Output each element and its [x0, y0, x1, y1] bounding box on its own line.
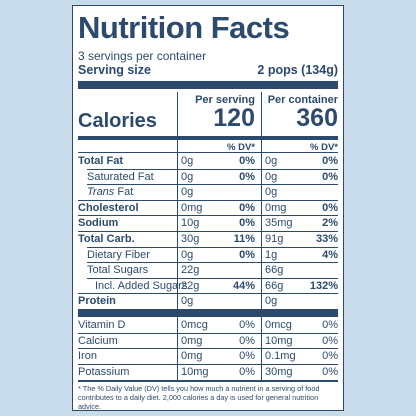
serving-dv: 0%	[239, 319, 255, 331]
serving-amount: 22g	[181, 264, 200, 277]
serving-dv: 0%	[239, 170, 255, 183]
serving-amount: 0g	[181, 170, 194, 183]
nutrient-name: Dietary Fiber	[87, 248, 150, 261]
container-dv: 0%	[322, 334, 338, 347]
row-line	[78, 231, 338, 232]
nutrient-name: Incl. Added Sugars	[95, 279, 188, 292]
nutrient-name: Total Fat	[78, 155, 124, 167]
serving-dv: 0%	[239, 366, 255, 379]
per-serving-calories: 120	[213, 104, 255, 132]
row-line	[87, 168, 338, 170]
container-amount: 0g	[265, 155, 278, 167]
container-amount: 10mg	[265, 334, 293, 347]
container-amount: 1g	[265, 248, 278, 261]
serving-amount: 0mg	[181, 201, 203, 214]
serving-size-value: 2 pops (134g)	[257, 63, 338, 77]
calories-label: Calories	[78, 110, 157, 132]
nutrient-name: Cholesterol	[78, 201, 139, 214]
divider	[177, 92, 178, 312]
nutrient-name: Total Sugars	[87, 264, 149, 277]
container-amount: 66g	[265, 264, 284, 277]
serving-amount: 22g	[181, 279, 200, 292]
nutrient-name: Potassium	[78, 366, 130, 379]
row-line	[87, 246, 338, 248]
title: Nutrition Facts	[78, 10, 290, 45]
row-line	[87, 277, 338, 279]
serving-amount: 0mg	[181, 334, 203, 347]
container-amount: 30mg	[265, 366, 293, 379]
nutrient-name: Iron	[78, 350, 97, 363]
row-line	[87, 184, 338, 186]
divider	[78, 136, 338, 140]
nutrient-name: Sodium	[78, 217, 119, 230]
row-line	[87, 262, 338, 264]
container-dv: 33%	[315, 233, 338, 245]
serving-amount: 0mg	[181, 350, 203, 363]
container-dv: 0%	[322, 155, 338, 167]
nutrient-name: Vitamin D	[78, 319, 126, 331]
container-dv: 0%	[322, 170, 338, 183]
serving-amount: 0g	[181, 186, 194, 199]
divider	[78, 81, 338, 89]
serving-amount: 0g	[181, 295, 194, 308]
nutrient-name: Total Carb.	[78, 233, 135, 245]
serving-amount: 10mg	[181, 366, 209, 379]
row-line	[78, 293, 338, 295]
per-serving-heading: Per serving	[195, 94, 255, 106]
dv-header: % DV*	[227, 142, 255, 153]
container-dv: 0%	[322, 366, 338, 379]
serving-dv: 0%	[239, 334, 255, 347]
container-amount: 0g	[265, 186, 278, 199]
serving-dv: 11%	[233, 233, 255, 245]
name: Fat	[117, 186, 134, 199]
serving-dv: 0%	[239, 350, 255, 363]
row-line	[78, 215, 338, 217]
serving-dv: 0%	[239, 217, 255, 230]
serving-amount: 0g	[181, 155, 194, 167]
serving-dv: 0%	[239, 248, 255, 261]
container-amount: 91g	[265, 233, 284, 245]
container-dv: 132%	[309, 279, 338, 292]
container-dv: 0%	[322, 201, 338, 214]
row-line	[78, 152, 338, 153]
row-line	[78, 332, 338, 334]
nutrition-label: Nutrition Facts 3 servings per container…	[72, 5, 344, 411]
container-dv: 0%	[322, 350, 338, 363]
row-line	[78, 199, 338, 201]
nutrient-name: Calcium	[78, 334, 118, 347]
container-amount: 35mg	[265, 217, 293, 230]
container-amount: 0.1mg	[265, 350, 296, 363]
servings: 3 servings per container	[78, 49, 207, 63]
container-amount: 0mg	[265, 201, 287, 214]
serving-dv: 44%	[232, 279, 255, 292]
nutrient-name: Protein	[78, 295, 116, 308]
serving-dv: 0%	[239, 201, 255, 214]
container-amount: 66g	[265, 279, 284, 292]
row-line	[78, 348, 338, 350]
serving-amount: 0mcg	[181, 319, 208, 331]
nutrient-name: Saturated Fat	[87, 170, 154, 183]
container-amount: 0mcg	[265, 319, 292, 331]
divider	[261, 92, 262, 312]
per-container-heading: Per container	[267, 94, 338, 106]
serving-size-label: Serving size	[78, 63, 151, 77]
row-line	[78, 364, 338, 366]
per-container-calories: 360	[296, 104, 338, 132]
nutrient-name: Trans Fat	[87, 186, 133, 198]
container-dv: 4%	[322, 248, 338, 261]
serving-amount: 0g	[181, 248, 194, 261]
serving-amount: 30g	[181, 233, 200, 245]
name-italic: Trans	[87, 186, 115, 199]
serving-dv: 0%	[239, 155, 255, 167]
footnote: * The % Daily Value (DV) tells you how m…	[78, 384, 320, 411]
serving-amount: 10g	[181, 217, 200, 230]
container-dv: 0%	[322, 319, 338, 331]
container-amount: 0g	[265, 170, 278, 183]
container-amount: 0g	[265, 295, 278, 308]
divider	[78, 380, 338, 382]
container-dv: 2%	[322, 217, 338, 230]
dv-header: % DV*	[310, 142, 338, 153]
divider	[78, 309, 338, 317]
